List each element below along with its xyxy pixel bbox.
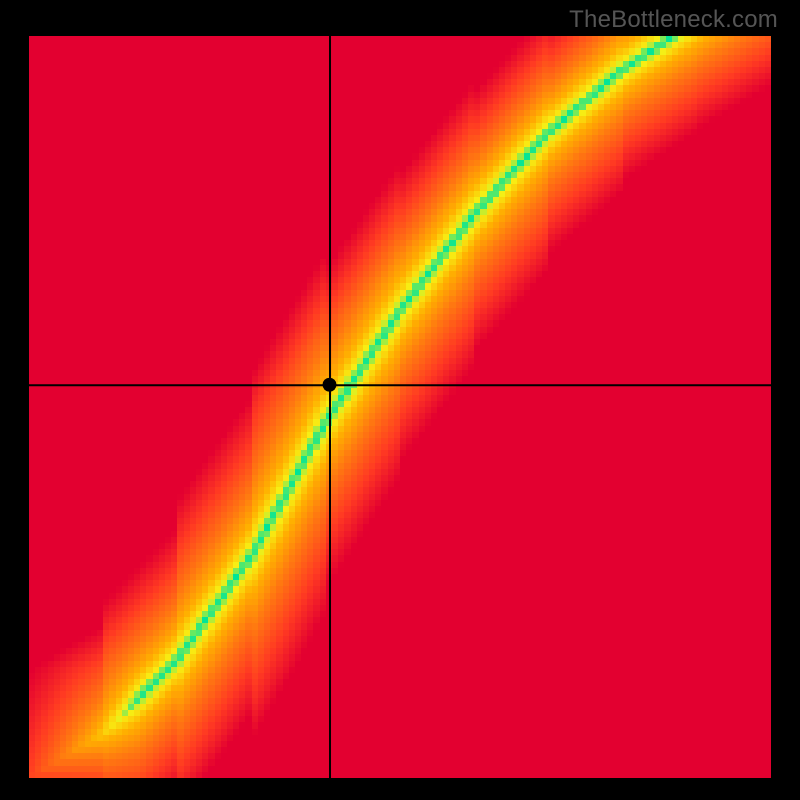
- bottleneck-heatmap: [0, 0, 800, 800]
- watermark-text: TheBottleneck.com: [569, 6, 778, 34]
- figure-root: TheBottleneck.com: [0, 0, 800, 800]
